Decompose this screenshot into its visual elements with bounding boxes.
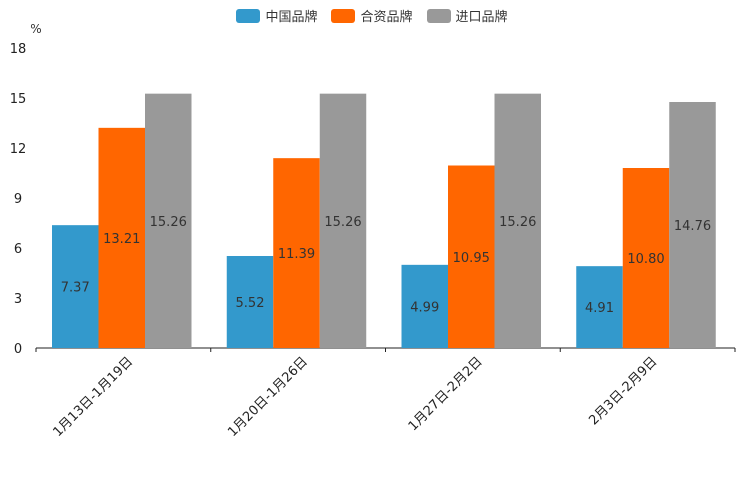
legend: 中国品牌 合资品牌 进口品牌 bbox=[0, 6, 744, 25]
y-tick-label: 3 bbox=[14, 292, 22, 307]
bar-china[interactable] bbox=[226, 256, 274, 348]
legend-label-joint-venture: 合资品牌 bbox=[360, 10, 413, 25]
y-tick-label: 6 bbox=[14, 242, 22, 257]
y-tick-label: 9 bbox=[14, 192, 22, 207]
bar-china[interactable] bbox=[52, 225, 99, 348]
y-tick-label: 18 bbox=[10, 42, 27, 57]
x-tick-label: 1月13日-1月19日 bbox=[50, 354, 136, 440]
bar-imported[interactable] bbox=[145, 93, 192, 349]
legend-swatch-imported bbox=[426, 8, 451, 23]
y-tick-label: 0 bbox=[14, 342, 22, 357]
bar-joint-venture[interactable] bbox=[448, 165, 495, 349]
legend-item-china[interactable]: 中国品牌 bbox=[236, 6, 317, 25]
data-label: 13.21 bbox=[103, 232, 140, 247]
x-tick-label: 1月27日-2月2日 bbox=[406, 354, 486, 434]
data-label: 10.95 bbox=[453, 251, 490, 266]
legend-swatch-china bbox=[236, 8, 261, 23]
legend-label-china: 中国品牌 bbox=[265, 10, 318, 25]
data-label: 15.26 bbox=[150, 215, 187, 230]
y-tick-label: 12 bbox=[10, 142, 27, 157]
data-label: 14.76 bbox=[674, 219, 711, 234]
y-tick-label: 15 bbox=[10, 92, 27, 107]
data-label: 4.99 bbox=[410, 300, 439, 315]
bar-joint-venture[interactable] bbox=[98, 127, 146, 348]
data-label: 5.52 bbox=[236, 296, 265, 311]
bar-imported[interactable] bbox=[494, 93, 542, 349]
data-label: 10.80 bbox=[627, 252, 664, 267]
data-label: 11.39 bbox=[278, 247, 315, 262]
legend-item-imported[interactable]: 进口品牌 bbox=[426, 6, 508, 25]
legend-item-joint-venture[interactable]: 合资品牌 bbox=[331, 6, 413, 25]
x-tick-label: 2月3日-2月9日 bbox=[586, 354, 660, 428]
bar-china[interactable] bbox=[576, 266, 623, 348]
bar-imported[interactable] bbox=[319, 93, 367, 349]
bar-joint-venture[interactable] bbox=[273, 158, 320, 348]
data-label: 7.37 bbox=[61, 281, 90, 296]
x-tick-label: 1月20日-1月26日 bbox=[225, 354, 311, 440]
legend-swatch-joint-venture bbox=[331, 8, 356, 23]
legend-label-imported: 进口品牌 bbox=[455, 10, 508, 25]
data-label: 15.26 bbox=[499, 215, 536, 230]
data-label: 4.91 bbox=[585, 301, 614, 316]
bar-imported[interactable] bbox=[669, 102, 716, 348]
bar-china[interactable] bbox=[401, 264, 449, 348]
y-axis-unit-label: % bbox=[30, 22, 41, 36]
bar-joint-venture[interactable] bbox=[622, 168, 670, 348]
data-label: 15.26 bbox=[324, 215, 361, 230]
